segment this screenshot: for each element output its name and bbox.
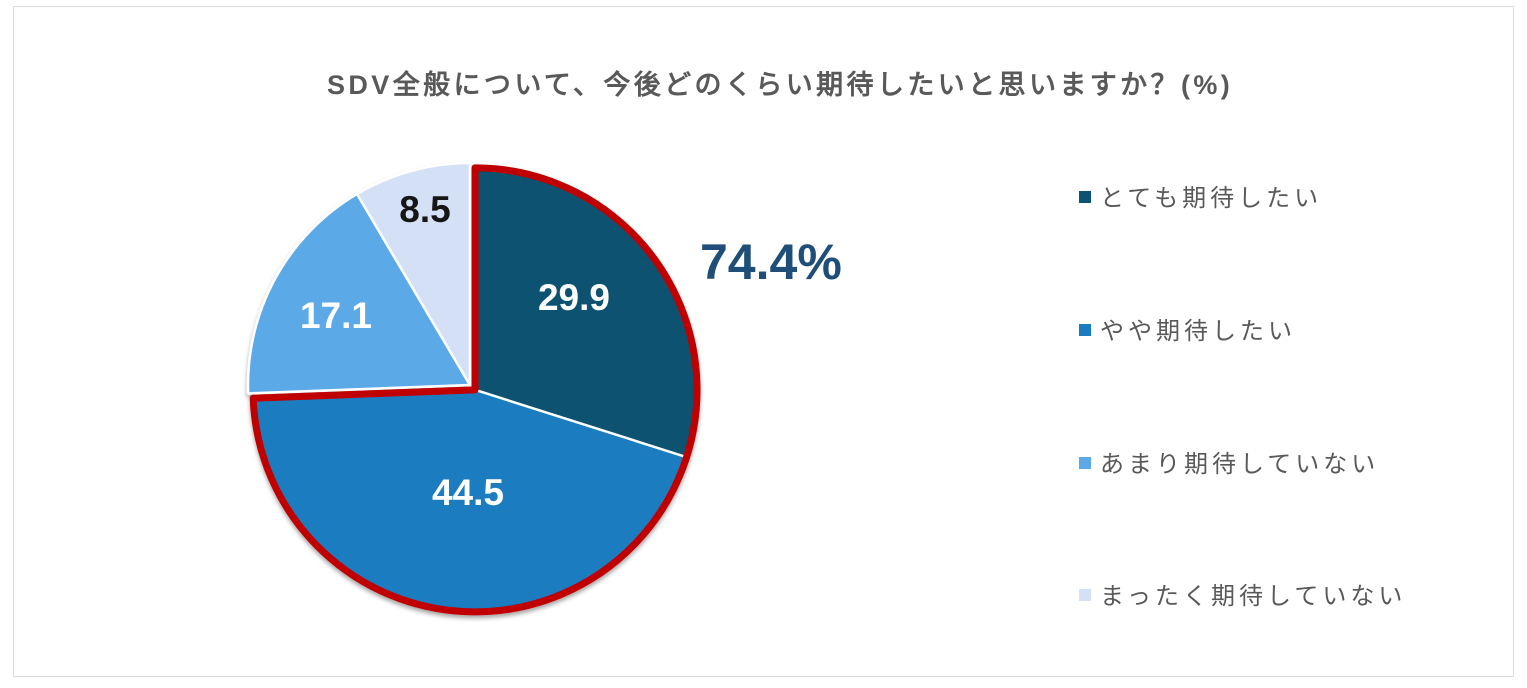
svg-text:17.1: 17.1 <box>300 295 372 336</box>
svg-text:29.9: 29.9 <box>538 277 610 318</box>
svg-text:8.5: 8.5 <box>399 189 450 230</box>
svg-text:44.5: 44.5 <box>432 472 504 513</box>
